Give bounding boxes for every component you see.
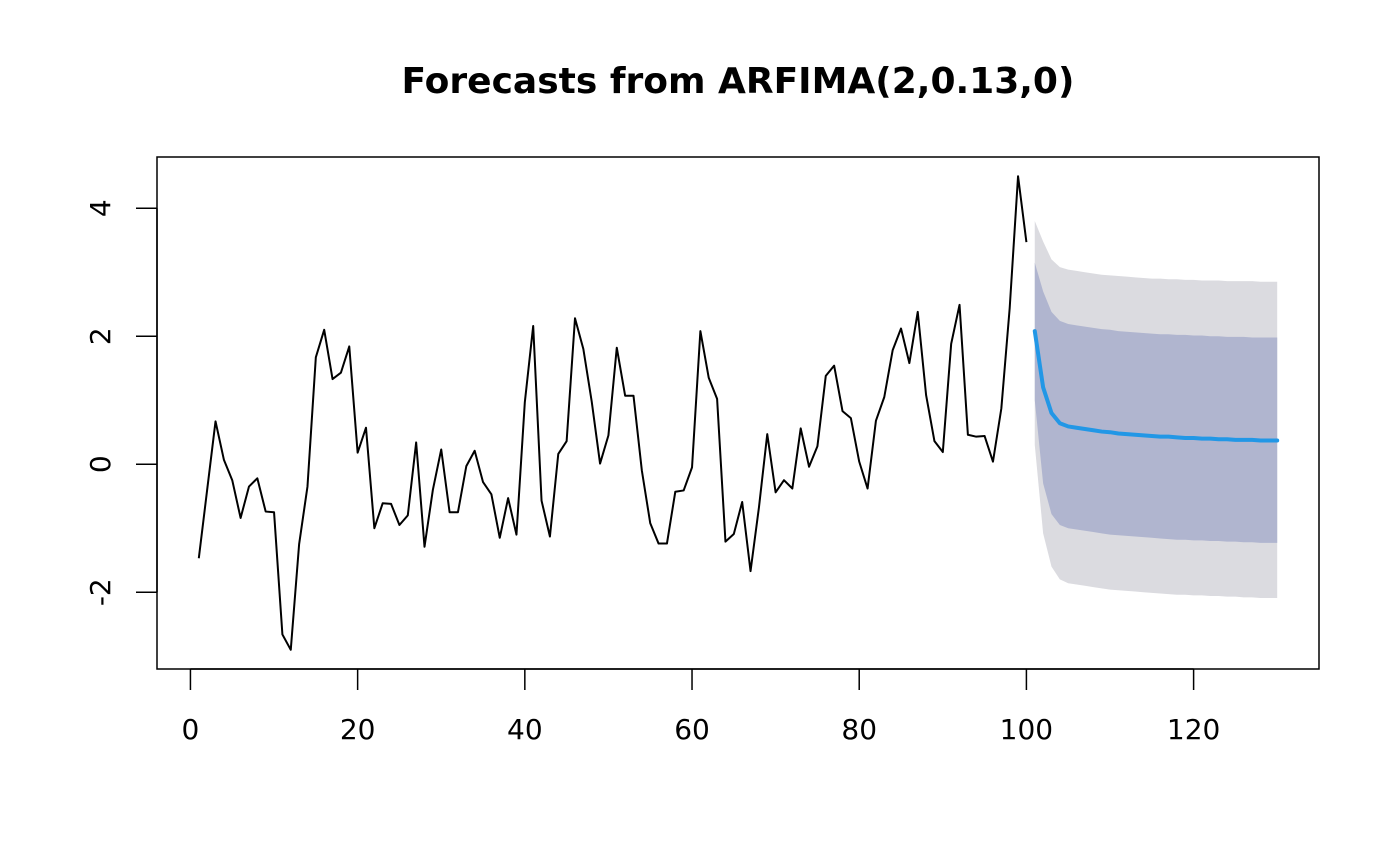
y-tick-label: 2: [84, 327, 117, 345]
x-tick-label: 0: [182, 713, 200, 746]
x-tick-label: 20: [340, 713, 376, 746]
x-axis: 0 20 40 60 80 100 120: [182, 668, 1220, 746]
y-tick-label: 0: [84, 455, 117, 473]
forecast-mean-line: [1032, 329, 1280, 443]
band-80: [1034, 262, 1278, 543]
y-tick-label: -2: [84, 578, 117, 606]
y-axis: -2 0 2 4: [84, 199, 158, 606]
x-tick-label: 40: [507, 713, 543, 746]
observed-series-line: [197, 175, 1028, 651]
x-tick-label: 120: [1167, 713, 1220, 746]
x-tick-label: 80: [841, 713, 877, 746]
x-tick-label: 100: [1000, 713, 1053, 746]
x-tick-label: 60: [674, 713, 710, 746]
series-lines: [197, 175, 1280, 651]
chart-title: Forecasts from ARFIMA(2,0.13,0): [402, 61, 1075, 102]
y-tick-label: 4: [84, 199, 117, 217]
prediction-intervals: [1034, 221, 1278, 598]
